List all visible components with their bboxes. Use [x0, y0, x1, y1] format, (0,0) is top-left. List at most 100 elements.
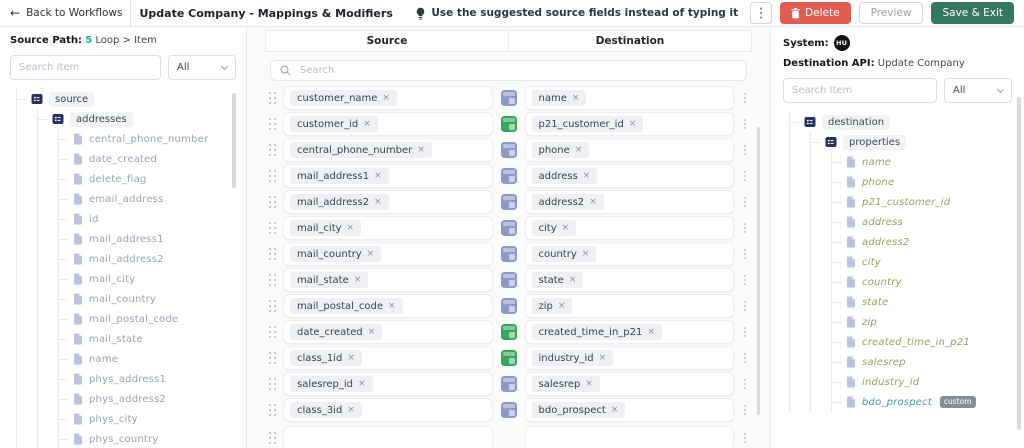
source-field-box[interactable]: mail_state × — [283, 268, 493, 292]
transform-icon[interactable] — [500, 272, 517, 288]
tree-node-destination[interactable]: destination — [790, 112, 1012, 132]
destination-field-box[interactable]: country × — [524, 242, 734, 266]
transform-icon[interactable] — [500, 402, 517, 418]
remove-icon[interactable]: × — [382, 92, 390, 103]
source-field-box[interactable]: mail_address2 × — [283, 190, 493, 214]
remove-icon[interactable]: × — [367, 326, 376, 337]
drag-handle-icon[interactable] — [269, 117, 277, 131]
destination-field-box[interactable]: address × — [524, 164, 734, 188]
source-tree-leaf[interactable]: date_created — [59, 149, 236, 169]
row-menu-button[interactable] — [738, 279, 752, 281]
destination-field-box[interactable]: phone × — [524, 138, 734, 162]
preview-button[interactable]: Preview — [858, 2, 924, 24]
destination-field-box[interactable]: state × — [524, 268, 734, 292]
remove-icon[interactable]: × — [366, 248, 375, 259]
row-menu-button[interactable] — [738, 409, 752, 411]
destination-tree-leaf[interactable]: industry_id — [832, 372, 1012, 392]
remove-icon[interactable]: × — [347, 404, 355, 415]
destination-field-box[interactable]: salesrep × — [524, 372, 734, 396]
tree-node-addresses[interactable]: addresses — [38, 109, 236, 129]
source-tree-leaf[interactable]: id — [59, 209, 236, 229]
drag-handle-icon[interactable] — [269, 143, 277, 157]
source-field-box[interactable]: salesrep_id × — [283, 372, 493, 396]
transform-icon[interactable] — [500, 194, 517, 210]
destination-field-box[interactable] — [524, 426, 734, 448]
tree-node-properties[interactable]: properties — [811, 132, 1012, 152]
transform-icon[interactable] — [500, 116, 517, 132]
source-tree-leaf[interactable]: phys_address1 — [59, 369, 236, 389]
transform-icon[interactable] — [500, 376, 517, 392]
mapping-scrollbar[interactable] — [756, 127, 760, 415]
source-tree-leaf[interactable]: phys_city — [59, 409, 236, 429]
source-tree-leaf[interactable]: mail_address1 — [59, 229, 236, 249]
remove-icon[interactable]: × — [568, 274, 577, 285]
destination-field-box[interactable]: address2 × — [524, 190, 734, 214]
destination-field-box[interactable]: bdo_prospect × — [524, 398, 734, 422]
source-tree-leaf[interactable]: mail_city — [59, 269, 236, 289]
remove-icon[interactable]: × — [358, 378, 366, 389]
source-field-box[interactable]: mail_country × — [283, 242, 493, 266]
source-filter-select[interactable]: All — [168, 55, 236, 80]
right-scrollbar[interactable] — [1017, 97, 1021, 430]
drag-handle-icon[interactable] — [269, 195, 277, 209]
transform-icon[interactable] — [500, 220, 517, 236]
row-menu-button[interactable] — [738, 175, 752, 177]
row-menu-button[interactable] — [738, 97, 752, 99]
remove-icon[interactable]: × — [353, 274, 362, 285]
destination-field-box[interactable]: city × — [524, 216, 734, 240]
drag-handle-icon[interactable] — [269, 91, 277, 105]
drag-handle-icon[interactable] — [269, 351, 277, 365]
row-menu-button[interactable] — [738, 437, 752, 439]
drag-handle-icon[interactable] — [269, 273, 277, 287]
destination-tree-leaf[interactable]: p21_customer_id — [832, 192, 1012, 212]
source-field-box[interactable]: central_phone_number × — [283, 138, 493, 162]
drag-handle-icon[interactable] — [269, 221, 277, 235]
transform-icon[interactable] — [500, 246, 517, 262]
source-tree-leaf[interactable]: email_address — [59, 189, 236, 209]
transform-icon[interactable] — [500, 90, 517, 106]
remove-icon[interactable]: × — [561, 222, 570, 233]
destination-tree-leaf[interactable]: city — [832, 252, 1012, 272]
source-tree-leaf[interactable]: delete_flag — [59, 169, 236, 189]
remove-icon[interactable]: × — [598, 352, 607, 363]
destination-tree-leaf[interactable]: address2 — [832, 232, 1012, 252]
source-tree-leaf[interactable]: mail_state — [59, 329, 236, 349]
delete-button[interactable]: Delete — [780, 2, 851, 24]
source-field-box[interactable]: mail_city × — [283, 216, 493, 240]
source-field-box[interactable]: customer_name × — [283, 86, 493, 110]
row-menu-button[interactable] — [738, 253, 752, 255]
back-button[interactable]: ← Back to Workflows — [10, 7, 122, 19]
row-menu-button[interactable] — [738, 123, 752, 125]
drag-handle-icon[interactable] — [269, 403, 277, 417]
remove-icon[interactable]: × — [388, 300, 396, 311]
source-search-input[interactable] — [10, 55, 161, 80]
destination-tree-leaf[interactable]: salesrep — [832, 352, 1012, 372]
remove-icon[interactable]: × — [574, 144, 583, 155]
source-field-box[interactable]: customer_id × — [283, 112, 493, 136]
source-field-box[interactable] — [283, 426, 493, 448]
drag-handle-icon[interactable] — [269, 431, 277, 445]
source-field-box[interactable]: class_1id × — [283, 346, 493, 370]
source-field-box[interactable]: mail_address1 × — [283, 164, 493, 188]
row-menu-button[interactable] — [738, 227, 752, 229]
destination-field-box[interactable]: industry_id × — [524, 346, 734, 370]
source-field-box[interactable]: mail_postal_code × — [283, 294, 493, 318]
destination-tree-leaf[interactable]: phone — [832, 172, 1012, 192]
destination-tree-leaf[interactable]: state — [832, 292, 1012, 312]
row-menu-button[interactable] — [738, 149, 752, 151]
row-menu-button[interactable] — [738, 331, 752, 333]
source-field-box[interactable]: date_created × — [283, 320, 493, 344]
destination-tree-leaf[interactable]: name — [832, 152, 1012, 172]
drag-handle-icon[interactable] — [269, 325, 277, 339]
source-tree-leaf[interactable]: name — [59, 349, 236, 369]
source-tree-leaf[interactable]: phys_address2 — [59, 389, 236, 409]
remove-icon[interactable]: × — [374, 196, 382, 207]
source-tree-leaf[interactable]: central_phone_number — [59, 129, 236, 149]
transform-icon[interactable] — [500, 142, 517, 158]
more-options-button[interactable] — [750, 2, 773, 24]
drag-handle-icon[interactable] — [269, 377, 277, 391]
source-tree-leaf[interactable]: mail_country — [59, 289, 236, 309]
remove-icon[interactable]: × — [585, 378, 593, 389]
remove-icon[interactable]: × — [582, 170, 591, 181]
remove-icon[interactable]: × — [571, 92, 580, 103]
